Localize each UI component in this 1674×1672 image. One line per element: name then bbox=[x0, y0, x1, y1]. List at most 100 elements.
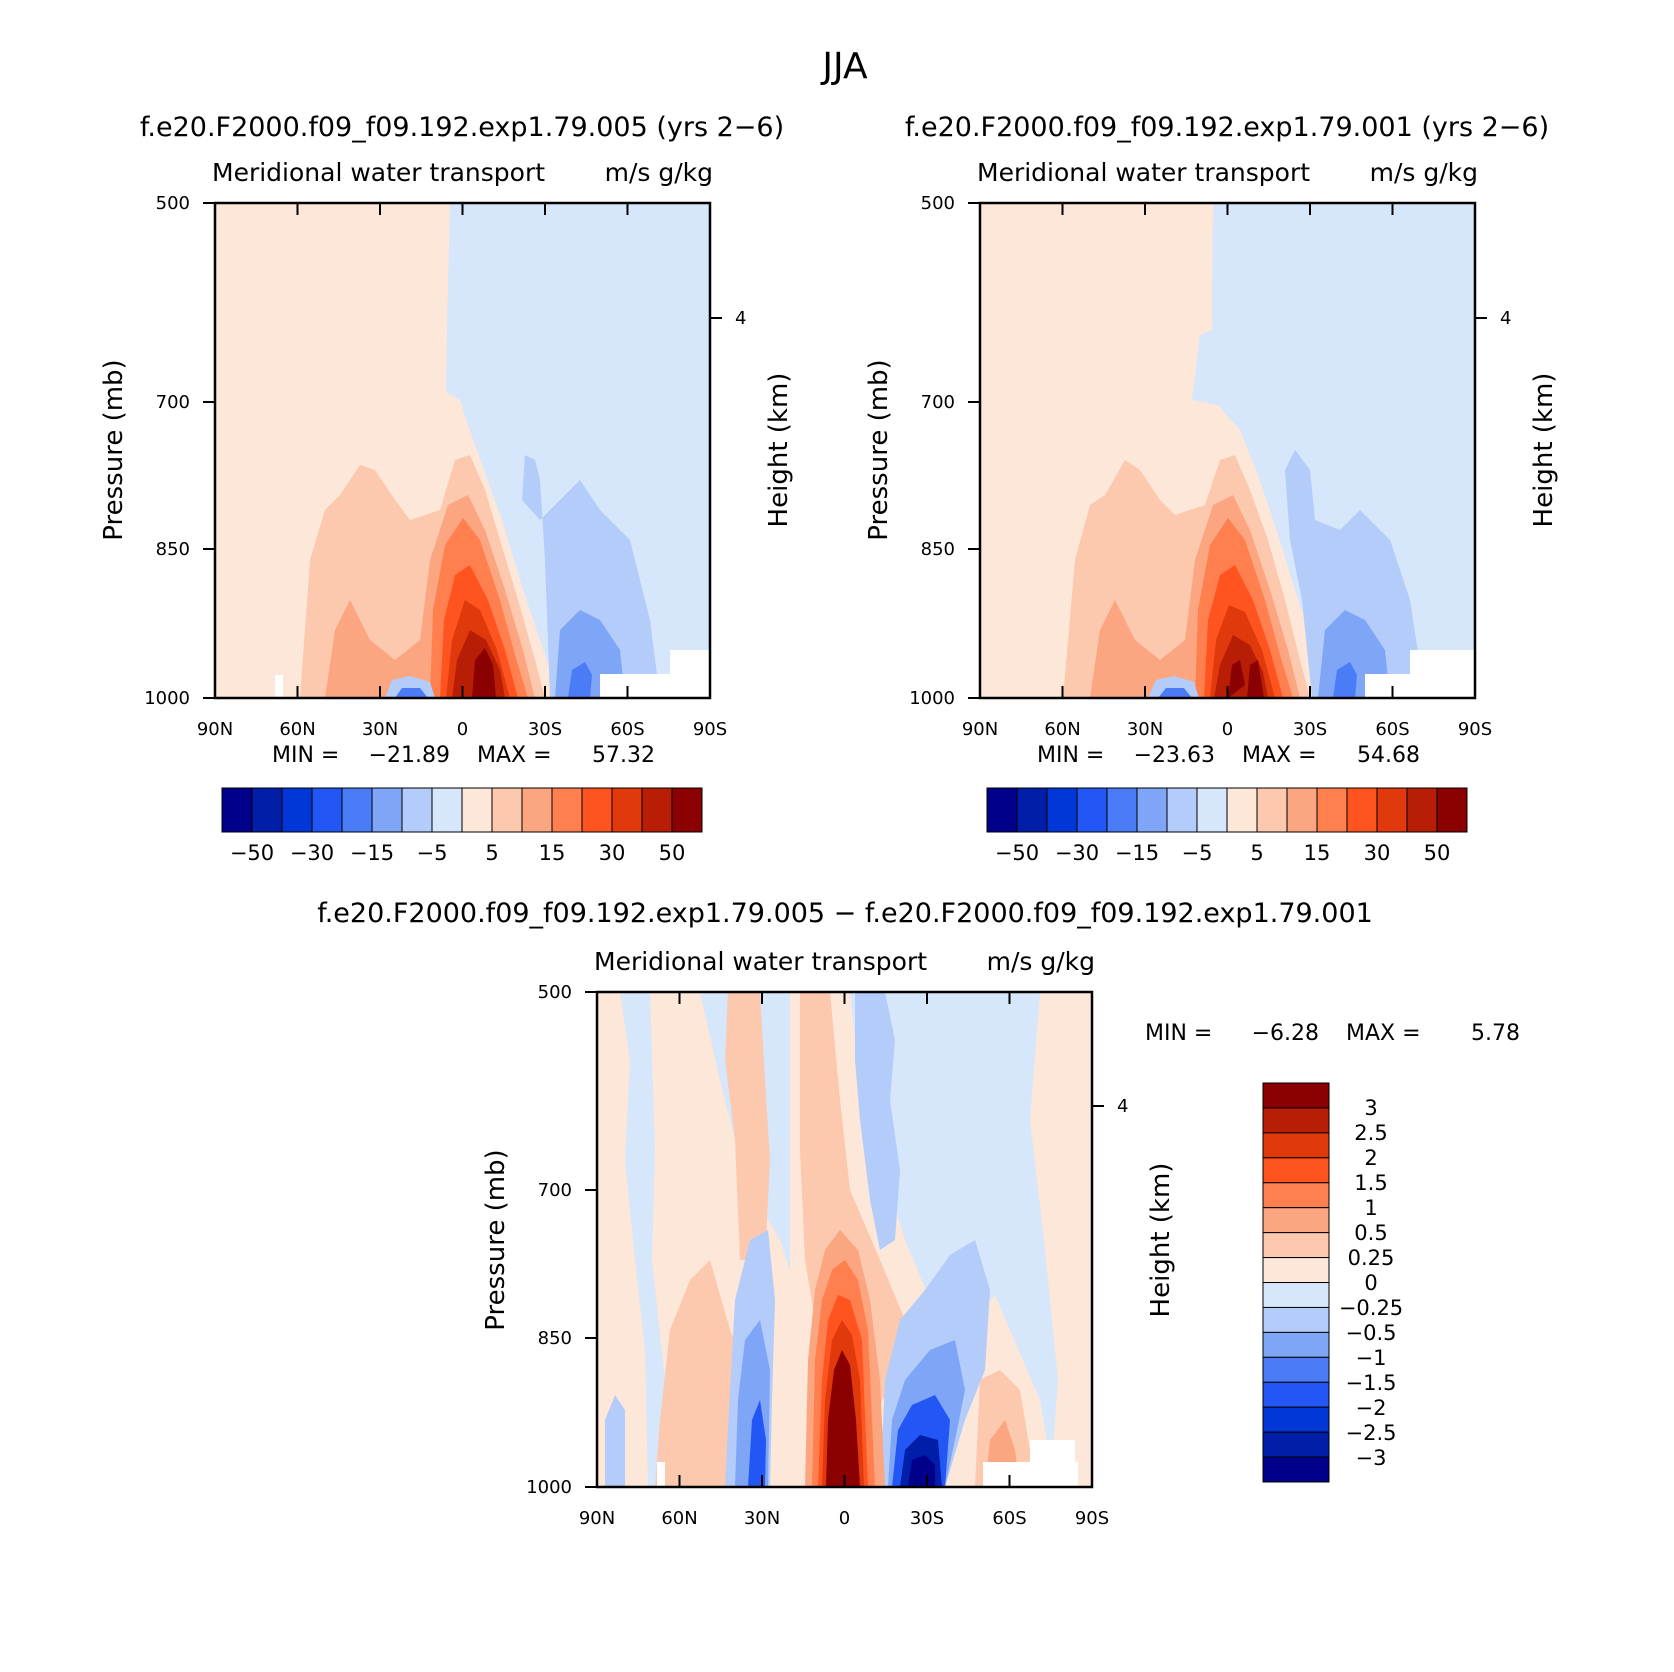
colorbar-swatch bbox=[1262, 1132, 1330, 1159]
x-tick-label: 0 bbox=[457, 719, 468, 740]
colorbar-swatch bbox=[611, 787, 643, 833]
min-max-readout: MIN = −21.89 MAX = 57.32 bbox=[272, 743, 655, 768]
y-axis-label: Pressure (mb) bbox=[481, 1149, 511, 1330]
x-tick-label: 60N bbox=[661, 1508, 697, 1529]
x-tick-label: 30S bbox=[528, 719, 562, 740]
colorbar-swatch bbox=[641, 787, 673, 833]
x-tick-labels: 90N 60N 30N 0 30S 60S 90S bbox=[962, 719, 1492, 740]
colorbar-label: −50 bbox=[995, 841, 1039, 865]
contour-neg-1 bbox=[605, 1395, 625, 1487]
colorbar-swatch bbox=[1346, 787, 1378, 833]
y-axis-right-label: Height (km) bbox=[1529, 373, 1559, 528]
y-right-tick-label: 4 bbox=[1117, 1096, 1128, 1117]
colorbar-label: −0.25 bbox=[1339, 1296, 1403, 1320]
x-tick-label: 30N bbox=[744, 1508, 780, 1529]
colorbar-swatch bbox=[1196, 787, 1228, 833]
x-tick-label: 30N bbox=[1127, 719, 1163, 740]
colorbar-label: 1 bbox=[1364, 1196, 1377, 1220]
colorbar-swatch bbox=[1262, 1406, 1330, 1433]
colorbar-swatch bbox=[491, 787, 523, 833]
max-label: MAX = bbox=[477, 743, 552, 768]
max-value: 54.68 bbox=[1357, 743, 1420, 768]
x-ticks bbox=[968, 202, 1487, 699]
colorbar-swatch bbox=[1226, 787, 1258, 833]
colorbar-label: 5 bbox=[485, 841, 498, 865]
x-tick-label: 60S bbox=[610, 719, 644, 740]
colorbar bbox=[221, 787, 703, 833]
max-value: 5.78 bbox=[1471, 1021, 1520, 1046]
colorbar-label: −1 bbox=[1356, 1346, 1387, 1370]
contour-pos-0 bbox=[597, 992, 648, 1487]
min-max-readout: MIN = −23.63 MAX = 54.68 bbox=[1037, 743, 1420, 768]
contour-neg-3 bbox=[1333, 662, 1357, 698]
colorbar-swatch bbox=[1262, 1381, 1330, 1408]
colorbar-swatch bbox=[1436, 787, 1468, 833]
min-value: −23.63 bbox=[1134, 743, 1215, 768]
y-tick-label: 700 bbox=[921, 392, 955, 413]
colorbar-swatch bbox=[1076, 787, 1108, 833]
colorbar-labels: −50 −30 −15 −5 5 15 30 50 bbox=[230, 841, 686, 865]
colorbar-label: −50 bbox=[230, 841, 274, 865]
x-tick-labels: 90N 60N 30N 0 30S 60S 90S bbox=[579, 1508, 1109, 1529]
contour-neg-1 bbox=[522, 455, 660, 698]
colorbar-label: 15 bbox=[539, 841, 566, 865]
panel-control-001: f.e20.F2000.f09_f09.192.exp1.79.001 (yrs… bbox=[864, 112, 1559, 865]
colorbar-label: −30 bbox=[1055, 841, 1099, 865]
x-tick-label: 60N bbox=[1044, 719, 1080, 740]
y-tick-label: 700 bbox=[156, 392, 190, 413]
missing-data bbox=[670, 650, 710, 698]
x-tick-label: 30N bbox=[362, 719, 398, 740]
y-axis-label: Pressure (mb) bbox=[99, 359, 129, 540]
colorbar-swatch bbox=[1406, 787, 1438, 833]
contour-field bbox=[597, 992, 1092, 1487]
y-tick-label: 1000 bbox=[144, 688, 190, 709]
contour-neg-nh-core bbox=[1158, 688, 1192, 698]
y-tick-label: 500 bbox=[538, 982, 572, 1003]
plot-title-left: Meridional water transport bbox=[212, 158, 545, 187]
colorbar-swatch bbox=[1262, 1107, 1330, 1134]
colorbar-swatch bbox=[221, 787, 253, 833]
colorbar-swatch bbox=[1136, 787, 1168, 833]
missing-data bbox=[1410, 650, 1475, 698]
colorbar-label: −30 bbox=[290, 841, 334, 865]
y-axis-label: Pressure (mb) bbox=[864, 359, 894, 540]
colorbar-swatch bbox=[371, 787, 403, 833]
contour-neg-nh-core bbox=[395, 688, 428, 698]
panel-difference: f.e20.F2000.f09_f09.192.exp1.79.005 − f.… bbox=[317, 898, 1520, 1529]
colorbar-swatch bbox=[401, 787, 433, 833]
y-tick-label: 1000 bbox=[526, 1477, 572, 1498]
contour-pos-1 bbox=[725, 992, 770, 1260]
colorbar-label: −15 bbox=[1115, 841, 1159, 865]
colorbar-swatch bbox=[311, 787, 343, 833]
panel-subtitle: f.e20.F2000.f09_f09.192.exp1.79.005 − f.… bbox=[317, 898, 1373, 929]
colorbar-label: 0.5 bbox=[1354, 1221, 1387, 1245]
colorbar-swatch bbox=[431, 787, 463, 833]
colorbar-label: −15 bbox=[350, 841, 394, 865]
contour-pos-0 bbox=[1030, 992, 1092, 1487]
colorbar-swatch bbox=[1316, 787, 1348, 833]
colorbar bbox=[1262, 1082, 1330, 1483]
y-axis-right-label: Height (km) bbox=[1146, 1163, 1176, 1318]
panel-subtitle: f.e20.F2000.f09_f09.192.exp1.79.001 (yrs… bbox=[905, 112, 1549, 143]
y-right-tick-label: 4 bbox=[735, 308, 746, 329]
y-right-tick-label: 4 bbox=[1500, 308, 1511, 329]
missing-data bbox=[275, 675, 283, 698]
y-tick-labels: 500 700 850 1000 4 bbox=[909, 193, 1511, 709]
y-tick-labels: 500 700 850 1000 4 bbox=[144, 193, 746, 709]
x-ticks bbox=[585, 991, 1104, 1488]
max-label: MAX = bbox=[1242, 743, 1317, 768]
x-tick-label: 90S bbox=[1075, 1508, 1109, 1529]
y-tick-label: 500 bbox=[921, 193, 955, 214]
missing-data bbox=[657, 1462, 665, 1487]
x-tick-label: 90N bbox=[579, 1508, 615, 1529]
colorbar-swatch bbox=[461, 787, 493, 833]
contour-neg-7 bbox=[908, 1455, 935, 1487]
contour-pos-7 bbox=[1228, 660, 1264, 698]
plot-title-right: m/s g/kg bbox=[1370, 158, 1478, 187]
colorbar-label: −5 bbox=[1182, 841, 1213, 865]
colorbar-swatch bbox=[1016, 787, 1048, 833]
colorbar-label: −5 bbox=[417, 841, 448, 865]
colorbar-swatch bbox=[1262, 1456, 1330, 1483]
colorbar-label: 2 bbox=[1364, 1146, 1377, 1170]
colorbar-label: 0.25 bbox=[1348, 1246, 1395, 1270]
